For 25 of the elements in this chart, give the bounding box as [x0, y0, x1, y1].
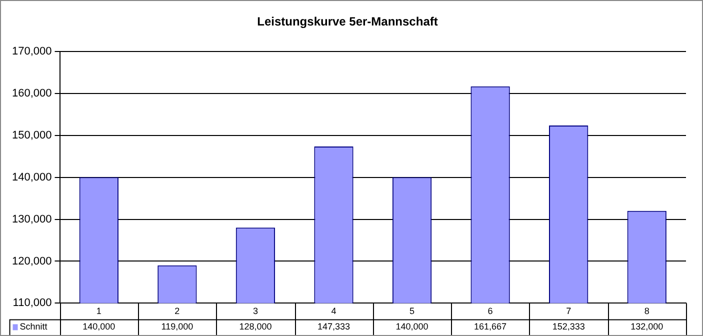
data-label: 152,333 [552, 322, 585, 332]
data-label: 128,000 [239, 322, 272, 332]
data-label: 147,333 [317, 322, 350, 332]
x-tick-label: 1 [96, 306, 102, 316]
data-label: 132,000 [630, 322, 664, 332]
x-tick-label: 7 [566, 306, 572, 316]
y-tick-label: 130,000 [12, 213, 52, 226]
y-tick-label: 160,000 [12, 87, 52, 100]
y-tick-label: 150,000 [12, 129, 52, 142]
x-tick-label: 2 [174, 306, 180, 316]
y-tick-label: 170,000 [12, 45, 52, 58]
legend-label: Schnitt [20, 322, 48, 332]
x-tick-label: 5 [410, 306, 415, 316]
chart-title: Leistungskurve 5er-Mannschaft [257, 14, 438, 29]
y-tick-label: 110,000 [12, 297, 52, 310]
data-label: 119,000 [161, 322, 194, 332]
x-tick-label: 4 [331, 306, 336, 316]
y-tick-label: 120,000 [12, 255, 52, 268]
data-label: 161,667 [474, 322, 507, 332]
y-tick-label: 140,000 [12, 171, 52, 184]
x-tick-label: 3 [252, 306, 258, 316]
x-tick-label: 8 [644, 306, 650, 316]
data-label: 140,000 [82, 322, 116, 332]
data-label: 140,000 [396, 322, 428, 332]
x-tick-label: 6 [488, 306, 493, 316]
